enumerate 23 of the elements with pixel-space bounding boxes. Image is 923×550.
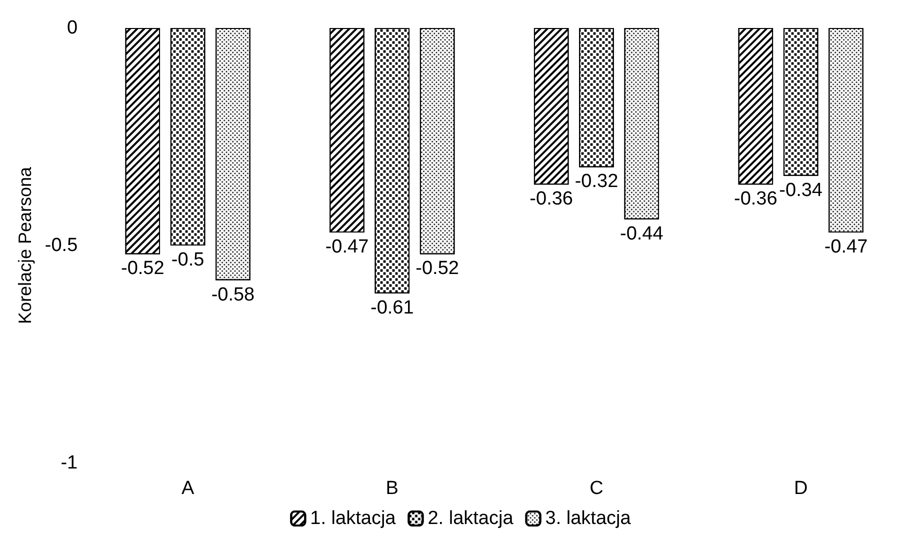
data-label: -0.52 <box>120 258 164 280</box>
y-tick-label: -1 <box>60 452 78 474</box>
legend-label: 3. laktacja <box>545 508 632 529</box>
data-label: -0.61 <box>370 297 414 318</box>
data-label: -0.47 <box>824 236 868 258</box>
legend-label: 2. laktacja <box>428 508 514 529</box>
data-label: -0.44 <box>620 223 664 244</box>
x-tick-label: D <box>794 478 808 499</box>
data-label: -0.47 <box>325 236 369 258</box>
data-label: -0.36 <box>530 188 573 210</box>
data-label: -0.32 <box>574 171 618 192</box>
y-tick-label: -0.5 <box>44 235 78 256</box>
data-label: -0.34 <box>779 180 823 201</box>
x-tick-label: A <box>181 478 194 499</box>
data-label: -0.52 <box>416 258 459 280</box>
legend-label: 1. laktacja <box>310 508 396 529</box>
data-label: -0.5 <box>171 250 204 270</box>
data-label: -0.36 <box>734 188 778 210</box>
y-tick-label: 0 <box>67 18 78 38</box>
x-tick-label: B <box>386 478 398 499</box>
y-axis-title: Korelacje Pearsona <box>15 166 35 324</box>
x-tick-label: C <box>590 478 604 499</box>
data-label: -0.58 <box>211 284 255 306</box>
